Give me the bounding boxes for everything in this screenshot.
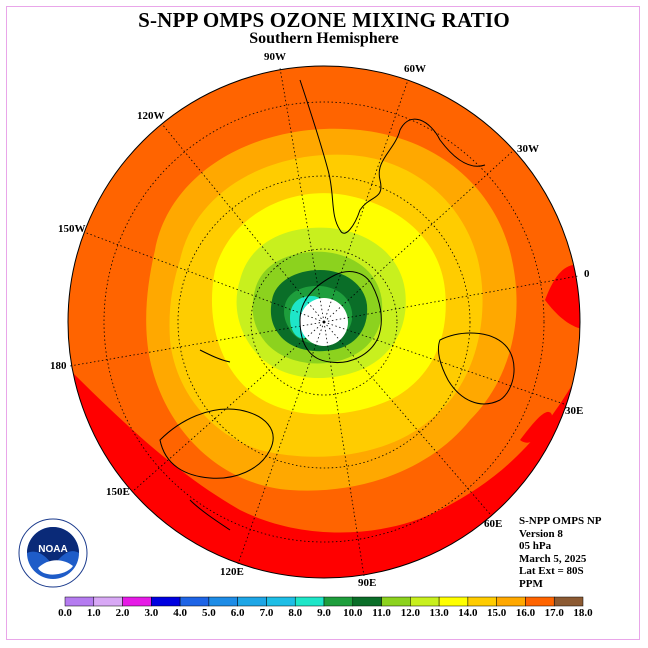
colorbar-tick-label: 11.0 xyxy=(372,607,391,619)
coastlines xyxy=(159,79,515,531)
lat-circle-30s xyxy=(103,101,545,543)
colorbar-segment xyxy=(179,596,210,607)
colorbar-segment xyxy=(323,596,354,607)
colorbar-tick-label: 14.0 xyxy=(458,607,478,619)
colorbar-tick-label: 13.0 xyxy=(429,607,449,619)
colorbar-segment xyxy=(381,596,411,607)
map-boundary xyxy=(67,65,581,579)
colorbar-segment xyxy=(208,596,238,607)
colorbar-segment xyxy=(266,596,296,607)
info-lat-extent: Lat Ext = 80S xyxy=(519,565,584,577)
colorbar-tick-label: 15.0 xyxy=(487,607,507,619)
colorbar-segment xyxy=(525,596,555,607)
lon-label-90w: 90W xyxy=(264,51,286,63)
meridian-120e xyxy=(237,321,325,565)
lon-label-120e: 120E xyxy=(220,566,244,578)
colorbar-tick-label: 3.0 xyxy=(144,607,159,619)
info-units: PPM xyxy=(519,577,543,590)
colorbar-tick-label: 2.0 xyxy=(115,607,130,619)
meridian-0 xyxy=(323,275,579,323)
colorbar-segment xyxy=(237,596,267,607)
coastline-australia xyxy=(159,408,274,479)
map-subtitle: Southern Hemisphere xyxy=(249,30,399,47)
colorbar-tick-label: 4.0 xyxy=(173,607,187,619)
coastline-islands xyxy=(189,499,231,531)
colorbar-tick-label: 9.0 xyxy=(317,607,331,619)
coastline-africa xyxy=(437,332,515,405)
meridian-150e xyxy=(131,321,325,493)
colorbar-tick-label: 17.0 xyxy=(544,607,564,619)
meridian-180 xyxy=(69,321,325,367)
lon-label-60w: 60W xyxy=(404,63,426,75)
colorbar-tick-label: 0.0 xyxy=(58,607,72,619)
ozone-contour-fill xyxy=(68,66,580,578)
lon-label-30e: 30E xyxy=(565,405,584,417)
lon-label-150w: 150W xyxy=(58,223,86,235)
colorbar-tick-label: 12.0 xyxy=(400,607,420,619)
colorbar-segment xyxy=(93,596,123,607)
colorbar-segment xyxy=(467,596,497,607)
colorbar-segment xyxy=(438,596,469,607)
band-17-patch xyxy=(520,411,552,443)
lon-label-120w: 120W xyxy=(137,110,165,122)
meridian-150w xyxy=(83,231,325,323)
lon-label-60e: 60E xyxy=(484,518,503,530)
lat-circle-50s xyxy=(177,175,471,469)
colorbar-tick-label: 7.0 xyxy=(259,607,274,619)
colorbar-segment xyxy=(352,596,382,607)
lat-circle-70s xyxy=(250,248,398,396)
lon-label-0: 0 xyxy=(584,268,590,280)
meridian-120w xyxy=(161,123,325,323)
product-info: S-NPP OMPS NP Version 8 05 hPa March 5, … xyxy=(519,515,602,590)
colorbar-segment xyxy=(553,596,584,607)
colorbar-tick-label: 1.0 xyxy=(86,607,101,619)
coastline-new-zealand xyxy=(199,349,231,363)
noaa-logo-icon: NOAA xyxy=(18,518,88,588)
lon-label-90e: 90E xyxy=(358,577,377,589)
coastline-antarctica xyxy=(299,271,382,364)
colorbar-tick-label: 5.0 xyxy=(202,607,216,619)
info-date: March 5, 2025 xyxy=(519,552,587,565)
figure-frame xyxy=(6,6,640,640)
meridian-60w xyxy=(323,79,409,323)
lon-label-180: 180 xyxy=(50,360,67,372)
colorbar-segment xyxy=(496,596,526,607)
colorbar-segment xyxy=(410,596,440,607)
map-title: S-NPP OMPS OZONE MIXING RATIO xyxy=(138,8,510,32)
colorbar-tick-label: 10.0 xyxy=(343,607,363,619)
colorbar-segment xyxy=(294,596,325,607)
info-pressure-level: 05 hPa xyxy=(519,540,552,552)
colorbar-tick-label: 18.0 xyxy=(573,607,593,619)
info-instrument: S-NPP OMPS NP xyxy=(519,515,602,527)
meridian-30w xyxy=(323,149,515,323)
colorbar-segment xyxy=(122,596,152,607)
colorbar-tick-label: 8.0 xyxy=(288,607,303,619)
colorbar-segment xyxy=(64,596,95,607)
noaa-logo-text: NOAA xyxy=(38,544,67,555)
meridian-90e xyxy=(323,321,365,577)
colorbar-tick-label: 6.0 xyxy=(230,607,245,619)
band-17 xyxy=(68,360,580,578)
lon-label-30w: 30W xyxy=(517,143,539,155)
meridian-90w xyxy=(279,67,325,323)
lon-label-150e: 150E xyxy=(106,486,130,498)
graticule xyxy=(69,67,579,577)
colorbar-tick-label: 16.0 xyxy=(515,607,536,619)
colorbar-segment xyxy=(151,596,181,607)
info-version: Version 8 xyxy=(519,527,563,540)
